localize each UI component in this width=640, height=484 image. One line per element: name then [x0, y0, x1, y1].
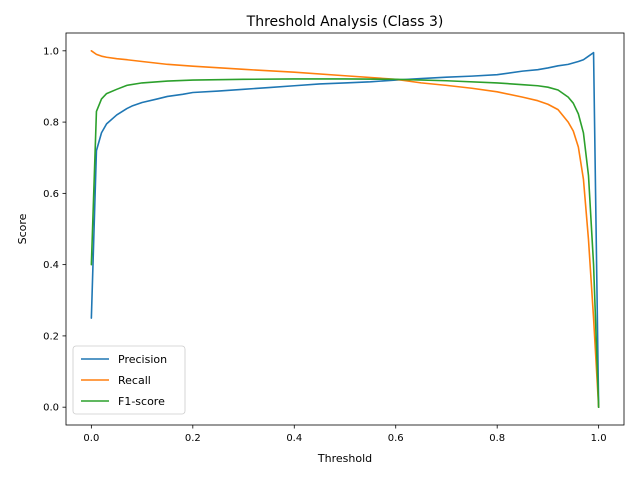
series-layer [90, 50, 600, 408]
x-axis-label: Threshold [317, 452, 372, 465]
legend-label: Recall [118, 374, 151, 387]
plot-frame [65, 32, 625, 426]
y-tick-label: 0.4 [43, 260, 59, 271]
x-tick-label: 0.2 [185, 433, 201, 444]
x-tick-label: 0.0 [83, 433, 99, 444]
y-tick-label: 0.6 [43, 189, 59, 200]
legend-label: Precision [118, 353, 167, 366]
x-tick-label: 0.8 [489, 433, 505, 444]
series-line-f1-score [90, 78, 600, 408]
legend-box [72, 345, 186, 415]
legend-items: Precision Recall F1-score [81, 353, 167, 408]
legend-label: F1-score [118, 395, 165, 408]
legend: Precision Recall F1-score [72, 345, 186, 415]
x-tick-label: 0.4 [286, 433, 302, 444]
y-tick-label: 0.0 [43, 403, 59, 414]
y-axis-ticks: 0.0 0.2 0.4 0.6 0.8 1.0 [43, 46, 66, 414]
series-line-recall [90, 50, 600, 408]
x-tick-label: 1.0 [591, 433, 607, 444]
chart-title: Threshold Analysis (Class 3) [246, 14, 444, 30]
y-tick-label: 0.2 [43, 331, 59, 342]
y-tick-label: 0.8 [43, 118, 59, 129]
x-axis-ticks: 0.0 0.2 0.4 0.6 0.8 1.0 [83, 425, 607, 444]
series-line-precision [90, 51, 600, 408]
x-tick-label: 0.6 [388, 433, 404, 444]
y-tick-label: 1.0 [43, 46, 59, 57]
y-axis-label: Score [16, 213, 29, 244]
